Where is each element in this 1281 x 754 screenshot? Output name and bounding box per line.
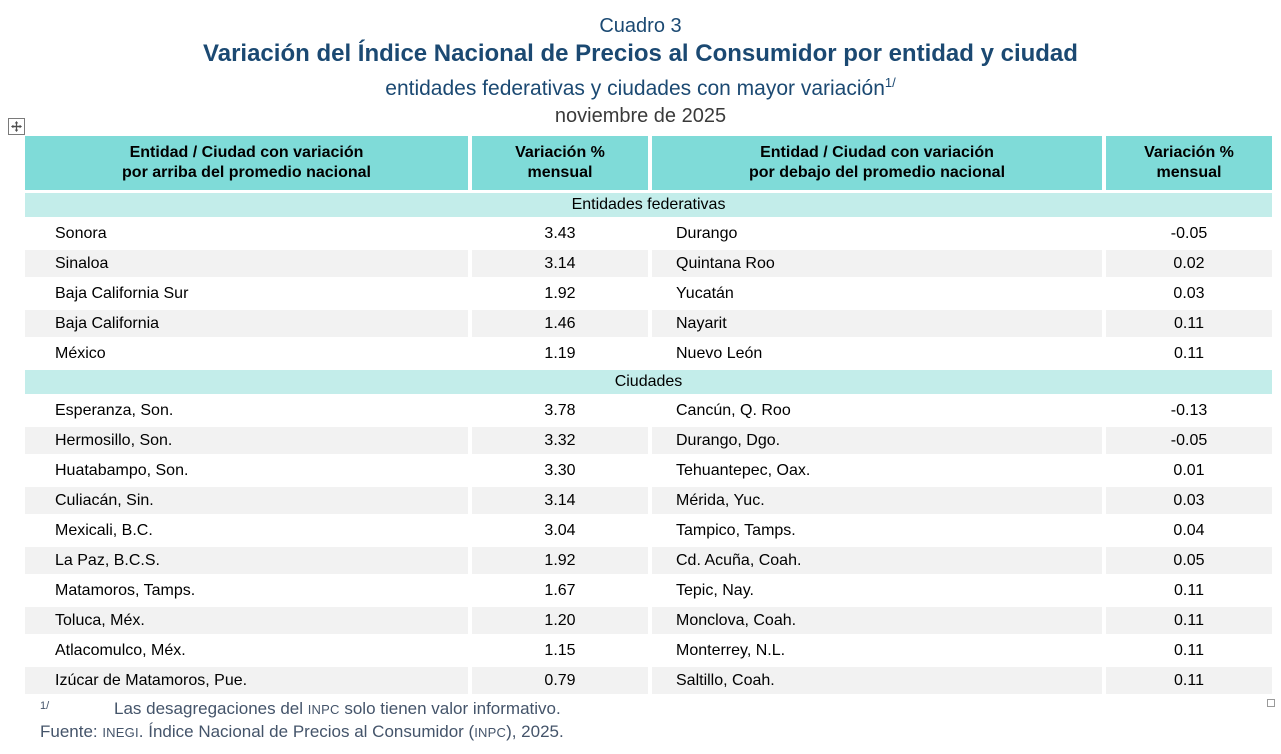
column-header-1: Variación % mensual	[472, 136, 648, 190]
column-header-line2: por arriba del promedio nacional	[122, 164, 371, 181]
above-entity-cell: Baja California	[25, 310, 468, 337]
below-entity-cell: Cd. Acuña, Coah.	[652, 547, 1102, 574]
below-entity-cell: Durango	[652, 220, 1102, 247]
table-grid: Entidad / Ciudad con variación por arriba…	[25, 136, 1272, 694]
column-header-line2: mensual	[1156, 164, 1222, 181]
below-value-cell: -0.05	[1106, 427, 1272, 454]
section-row-label: Ciudades	[25, 370, 1272, 394]
table-move-handle[interactable]	[8, 118, 25, 135]
footnote-reference: 1/	[884, 75, 896, 90]
above-value-cell: 1.67	[472, 577, 648, 604]
below-entity-cell: Durango, Dgo.	[652, 427, 1102, 454]
above-value-cell: 1.46	[472, 310, 648, 337]
footnotes: 1/ Las desagregaciones del INPC solo tie…	[40, 698, 1281, 743]
above-entity-cell: Toluca, Méx.	[25, 607, 468, 634]
footnote-line: 1/ Las desagregaciones del INPC solo tie…	[40, 698, 1281, 720]
above-entity-cell: Hermosillo, Son.	[25, 427, 468, 454]
below-value-cell: -0.13	[1106, 397, 1272, 424]
above-entity-cell: Atlacomulco, Méx.	[25, 637, 468, 664]
above-value-cell: 3.14	[472, 487, 648, 514]
below-value-cell: 0.11	[1106, 310, 1272, 337]
below-entity-cell: Tampico, Tamps.	[652, 517, 1102, 544]
below-entity-cell: Cancún, Q. Roo	[652, 397, 1102, 424]
above-value-cell: 1.92	[472, 280, 648, 307]
section-row-label: Entidades federativas	[25, 193, 1272, 217]
column-header-line1: Variación %	[515, 144, 605, 161]
below-value-cell: 0.11	[1106, 577, 1272, 604]
above-entity-cell: Izúcar de Matamoros, Pue.	[25, 667, 468, 694]
below-entity-cell: Nuevo León	[652, 340, 1102, 367]
above-value-cell: 1.19	[472, 340, 648, 367]
source-line: Fuente: INEGI. Índice Nacional de Precio…	[40, 722, 564, 741]
below-value-cell: 0.01	[1106, 457, 1272, 484]
column-header-line2: mensual	[527, 164, 593, 181]
above-entity-cell: La Paz, B.C.S.	[25, 547, 468, 574]
below-value-cell: 0.02	[1106, 250, 1272, 277]
above-entity-cell: Huatabampo, Son.	[25, 457, 468, 484]
below-value-cell: 0.03	[1106, 280, 1272, 307]
resize-handle-icon[interactable]	[1267, 699, 1275, 707]
above-entity-cell: Sinaloa	[25, 250, 468, 277]
below-value-cell: 0.11	[1106, 607, 1272, 634]
page-subtitle: entidades federativas y ciudades con may…	[385, 75, 896, 100]
period-label: noviembre de 2025	[554, 105, 727, 127]
above-value-cell: 3.78	[472, 397, 648, 424]
above-value-cell: 1.92	[472, 547, 648, 574]
above-value-cell: 3.04	[472, 517, 648, 544]
below-entity-cell: Tepic, Nay.	[652, 577, 1102, 604]
title-block: Cuadro 3 Variación del Índice Nacional d…	[0, 0, 1281, 129]
above-entity-cell: Mexicali, B.C.	[25, 517, 468, 544]
below-value-cell: -0.05	[1106, 220, 1272, 247]
above-entity-cell: Esperanza, Son.	[25, 397, 468, 424]
above-value-cell: 0.79	[472, 667, 648, 694]
move-arrows-icon	[11, 121, 22, 132]
below-entity-cell: Yucatán	[652, 280, 1102, 307]
above-value-cell: 3.32	[472, 427, 648, 454]
column-header-line1: Variación %	[1144, 144, 1234, 161]
above-value-cell: 1.15	[472, 637, 648, 664]
below-value-cell: 0.04	[1106, 517, 1272, 544]
above-entity-cell: Sonora	[25, 220, 468, 247]
above-entity-cell: México	[25, 340, 468, 367]
page-title: Variación del Índice Nacional de Precios…	[203, 40, 1078, 67]
below-value-cell: 0.11	[1106, 637, 1272, 664]
above-value-cell: 3.43	[472, 220, 648, 247]
above-value-cell: 1.20	[472, 607, 648, 634]
below-value-cell: 0.03	[1106, 487, 1272, 514]
column-header-0: Entidad / Ciudad con variación por arriba…	[25, 136, 468, 190]
column-header-2: Entidad / Ciudad con variación por debajo…	[652, 136, 1102, 190]
below-entity-cell: Monclova, Coah.	[652, 607, 1102, 634]
above-value-cell: 3.14	[472, 250, 648, 277]
below-entity-cell: Nayarit	[652, 310, 1102, 337]
below-value-cell: 0.05	[1106, 547, 1272, 574]
column-header-line1: Entidad / Ciudad con variación	[760, 144, 994, 161]
above-entity-cell: Matamoros, Tamps.	[25, 577, 468, 604]
below-entity-cell: Monterrey, N.L.	[652, 637, 1102, 664]
footnote-marker: 1/	[40, 700, 50, 712]
column-header-line1: Entidad / Ciudad con variación	[129, 144, 364, 161]
below-entity-cell: Mérida, Yuc.	[652, 487, 1102, 514]
above-value-cell: 3.30	[472, 457, 648, 484]
column-header-3: Variación % mensual	[1106, 136, 1272, 190]
table-number-label: Cuadro 3	[599, 15, 682, 37]
above-entity-cell: Culiacán, Sin.	[25, 487, 468, 514]
footnote-text: Las desagregaciones del INPC solo tienen…	[114, 699, 561, 718]
inpc-variation-table: Entidad / Ciudad con variación por arriba…	[25, 136, 1272, 694]
above-entity-cell: Baja California Sur	[25, 280, 468, 307]
below-value-cell: 0.11	[1106, 667, 1272, 694]
below-entity-cell: Tehuantepec, Oax.	[652, 457, 1102, 484]
below-entity-cell: Saltillo, Coah.	[652, 667, 1102, 694]
below-entity-cell: Quintana Roo	[652, 250, 1102, 277]
column-header-line2: por debajo del promedio nacional	[748, 164, 1006, 181]
below-value-cell: 0.11	[1106, 340, 1272, 367]
